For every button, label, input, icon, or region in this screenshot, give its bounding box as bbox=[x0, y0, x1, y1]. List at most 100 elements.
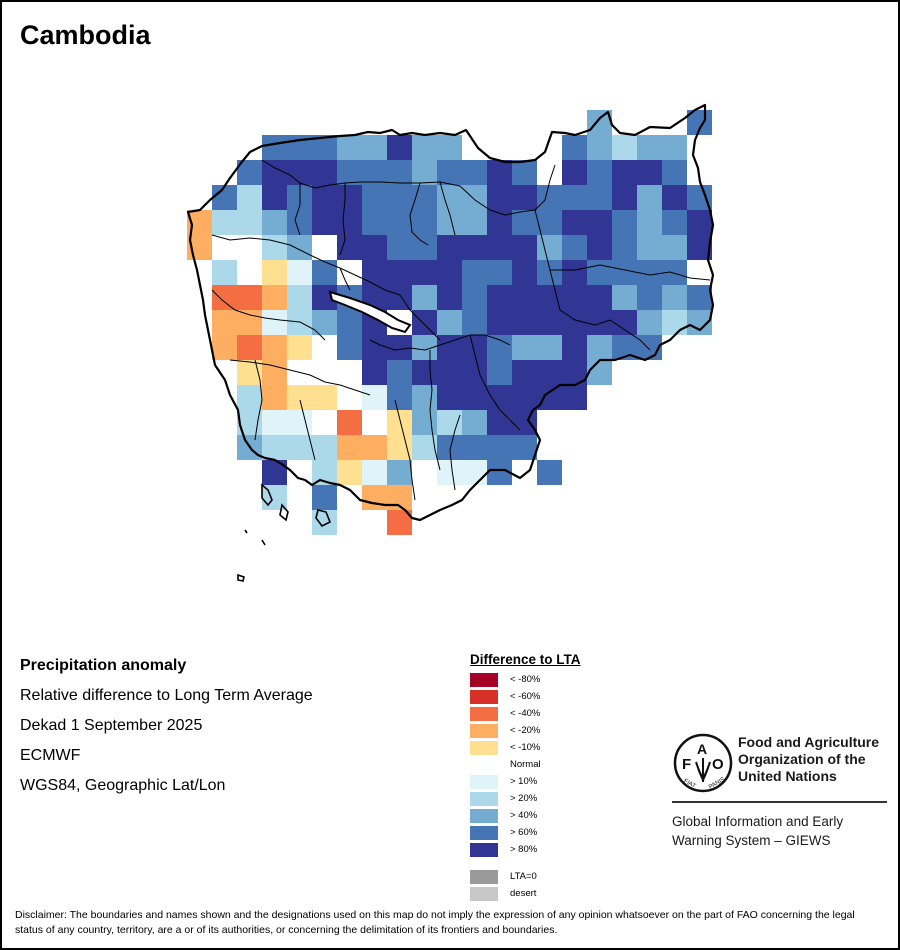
boundaries bbox=[186, 103, 715, 582]
grid-cell bbox=[212, 260, 237, 285]
grid-cell bbox=[637, 310, 662, 335]
legend-item: > 40% bbox=[470, 807, 581, 824]
province-boundary bbox=[211, 159, 711, 501]
grid-cell bbox=[387, 435, 412, 460]
grid-cell bbox=[462, 410, 487, 435]
grid-cell bbox=[262, 435, 287, 460]
grid-cell bbox=[437, 260, 462, 285]
grid-cell bbox=[562, 285, 587, 310]
legend-swatch bbox=[470, 791, 498, 806]
grid-cell bbox=[662, 285, 687, 310]
grid-cell bbox=[612, 260, 637, 285]
grid-cell bbox=[612, 310, 637, 335]
legend-item: > 80% bbox=[470, 841, 581, 858]
grid-cell bbox=[212, 310, 237, 335]
fao-organization-name: Food and Agriculture Organization of the… bbox=[738, 734, 898, 785]
grid-cell bbox=[687, 210, 712, 235]
grid-cell bbox=[412, 435, 437, 460]
grid-cell bbox=[387, 235, 412, 260]
grid-cell bbox=[587, 235, 612, 260]
svg-text:O: O bbox=[712, 756, 724, 773]
grid-cell bbox=[662, 235, 687, 260]
grid-cell bbox=[387, 385, 412, 410]
grid-cell bbox=[237, 335, 262, 360]
grid-cell bbox=[512, 285, 537, 310]
grid-cell bbox=[587, 335, 612, 360]
grid-cell bbox=[562, 210, 587, 235]
legend-swatch bbox=[470, 774, 498, 789]
grid-cell bbox=[537, 185, 562, 210]
grid-cell bbox=[287, 210, 312, 235]
grid-cell bbox=[212, 285, 237, 310]
grid-cell bbox=[362, 160, 387, 185]
grid-cell bbox=[462, 435, 487, 460]
grid-cell bbox=[512, 160, 537, 185]
grid-cell bbox=[337, 185, 362, 210]
grid-cell bbox=[487, 360, 512, 385]
grid-cell bbox=[237, 385, 262, 410]
grid-cell bbox=[462, 210, 487, 235]
info-description: Relative difference to Long Term Average bbox=[20, 687, 313, 704]
grid-cell bbox=[237, 185, 262, 210]
grid-cell bbox=[462, 235, 487, 260]
legend-label: Normal bbox=[510, 759, 541, 770]
grid-cell bbox=[287, 435, 312, 460]
grid-cell bbox=[387, 285, 412, 310]
grid-cell bbox=[487, 385, 512, 410]
legend-item: < -40% bbox=[470, 705, 581, 722]
legend-label: < -10% bbox=[510, 742, 541, 753]
grid-cell bbox=[337, 335, 362, 360]
grid-cell bbox=[437, 310, 462, 335]
grid-cell bbox=[612, 210, 637, 235]
svg-text:A: A bbox=[697, 741, 707, 757]
grid-cell bbox=[362, 185, 387, 210]
legend-label: LTA=0 bbox=[510, 871, 537, 882]
grid-cell bbox=[537, 385, 562, 410]
legend-item: > 60% bbox=[470, 824, 581, 841]
grid-cell bbox=[437, 285, 462, 310]
grid-cell bbox=[237, 310, 262, 335]
legend-item: > 20% bbox=[470, 790, 581, 807]
fao-seal-icon: F A O FIAT PANIS bbox=[673, 733, 733, 793]
giews-line: Global Information and Early bbox=[672, 814, 844, 829]
grid-cell bbox=[487, 160, 512, 185]
grid-cell bbox=[262, 410, 287, 435]
grid-cell bbox=[537, 310, 562, 335]
grid-cell bbox=[387, 410, 412, 435]
grid-cell bbox=[437, 410, 462, 435]
grid-cell bbox=[262, 235, 287, 260]
grid-cell bbox=[337, 235, 362, 260]
grid-cell bbox=[337, 160, 362, 185]
grid-cell bbox=[512, 185, 537, 210]
grid-cell bbox=[262, 360, 287, 385]
grid-cell bbox=[362, 260, 387, 285]
grid-cell bbox=[537, 360, 562, 385]
map-info: Precipitation anomaly Relative differenc… bbox=[20, 655, 313, 805]
grid-cell bbox=[512, 385, 537, 410]
fao-name-line: Food and Agriculture bbox=[738, 734, 880, 750]
legend-title: Difference to LTA bbox=[470, 652, 581, 667]
grid-cell bbox=[237, 210, 262, 235]
grid-cell bbox=[437, 160, 462, 185]
grid-cell bbox=[662, 185, 687, 210]
legend-item: < -60% bbox=[470, 688, 581, 705]
grid-cell bbox=[287, 285, 312, 310]
grid-cell bbox=[262, 260, 287, 285]
grid-cell bbox=[537, 460, 562, 485]
legend-swatch bbox=[470, 740, 498, 755]
grid-cell bbox=[587, 260, 612, 285]
info-source: ECMWF bbox=[20, 747, 81, 764]
legend-swatch bbox=[470, 842, 498, 857]
grid-cell bbox=[637, 235, 662, 260]
grid-cell bbox=[412, 235, 437, 260]
grid-cell bbox=[412, 135, 437, 160]
grid-cell bbox=[462, 385, 487, 410]
legend-swatch bbox=[470, 869, 498, 884]
legend-label: > 10% bbox=[510, 776, 538, 787]
tonle-sap-lake bbox=[328, 290, 412, 334]
grid-cell bbox=[287, 310, 312, 335]
grid-cell bbox=[337, 135, 362, 160]
grid-cell bbox=[387, 335, 412, 360]
grid-cell bbox=[687, 285, 712, 310]
grid-cell bbox=[637, 185, 662, 210]
